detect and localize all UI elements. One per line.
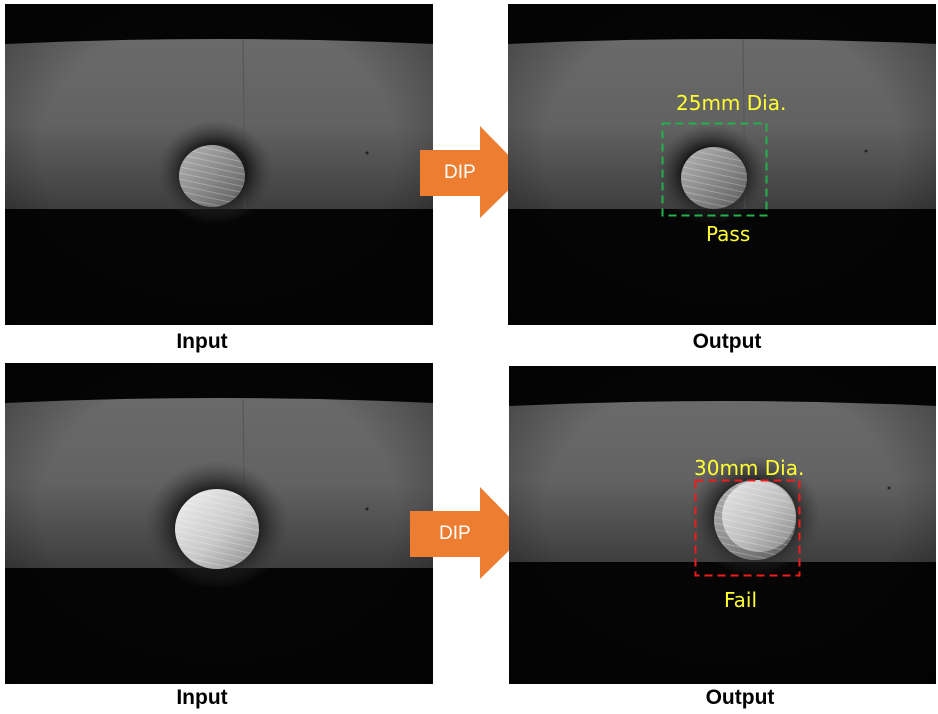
row2-dip-arrow — [410, 487, 526, 579]
row2-status-label: Fail — [724, 588, 758, 612]
steel-beam-photo — [5, 4, 433, 325]
row1-output-caption: Output — [692, 330, 762, 353]
steel-beam-photo-processed — [508, 4, 936, 325]
row1-detection-box — [661, 122, 768, 217]
row2-output-caption: Output — [705, 686, 775, 709]
row2-diameter-label: 30mm Dia. — [694, 456, 805, 480]
row2-detection-box — [694, 479, 801, 577]
row2-dip-label: DIP — [439, 523, 471, 544]
row2-output-image — [509, 366, 936, 684]
row1-output-image — [508, 4, 936, 325]
steel-beam-photo-processed — [509, 366, 936, 684]
row1-dip-label: DIP — [444, 162, 476, 183]
steel-beam-photo — [5, 363, 433, 684]
row1-dip-arrow — [420, 126, 526, 218]
row2-input-image — [5, 363, 433, 684]
row1-status-label: Pass — [706, 222, 751, 246]
row1-input-caption: Input — [176, 330, 228, 353]
row1-input-image — [5, 4, 433, 325]
row2-input-caption: Input — [176, 686, 228, 709]
row1-diameter-label: 25mm Dia. — [676, 91, 787, 115]
